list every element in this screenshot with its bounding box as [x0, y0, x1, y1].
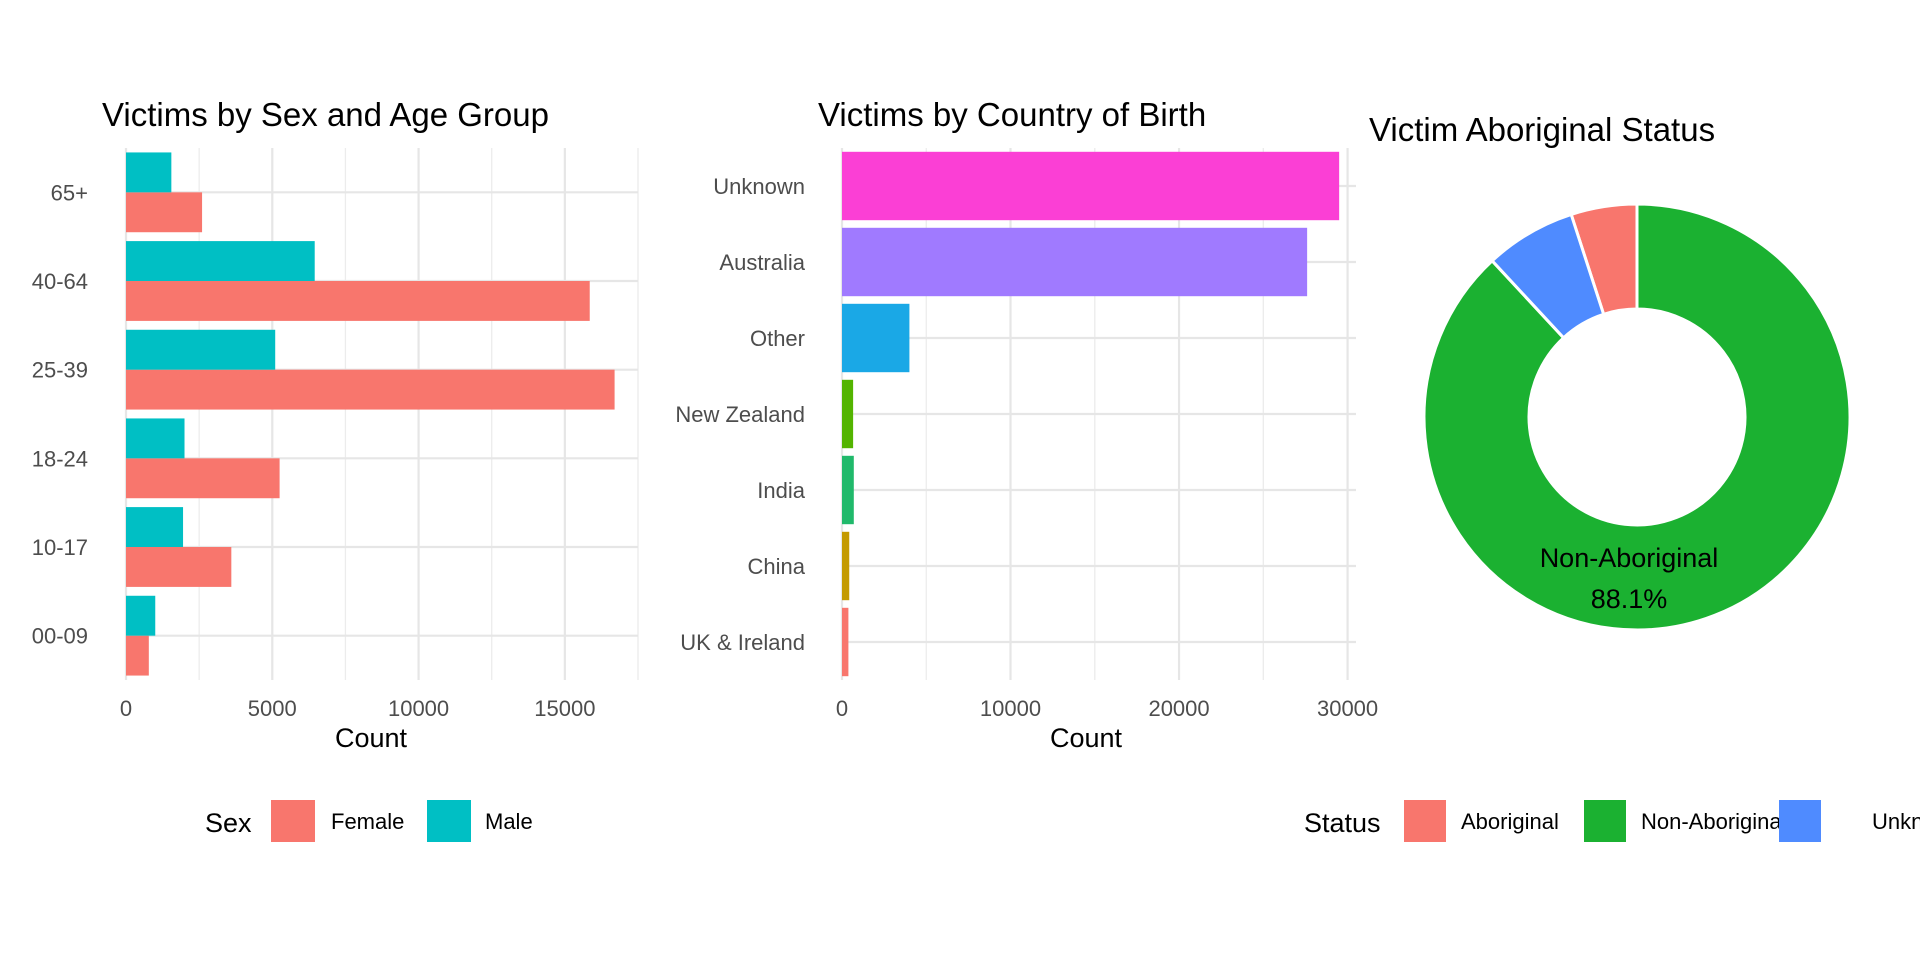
bar-female-10-17 [126, 547, 232, 587]
y-tick-label-00-09: 00-09 [32, 624, 88, 649]
bar-new-zealand [842, 379, 854, 449]
panel-title-country: Victims by Country of Birth [818, 96, 1206, 133]
x-tick-label: 15000 [534, 696, 595, 721]
bar-australia [842, 227, 1308, 297]
y-tick-label-uk-ireland: UK & Ireland [680, 630, 805, 655]
legend-label-female: Female [331, 809, 404, 834]
x-tick-label: 5000 [248, 696, 297, 721]
bar-female-18-24 [126, 458, 280, 499]
bar-male-10-17 [126, 507, 184, 547]
bar-other [842, 303, 910, 373]
donut-annotation-label: Non-Aboriginal [1540, 543, 1719, 573]
legend-swatch-aboriginal [1404, 800, 1446, 842]
x-tick-label: 0 [836, 696, 848, 721]
bar-uk-ireland [842, 607, 849, 677]
x-tick-label: 20000 [1148, 696, 1209, 721]
bars-country [842, 151, 1340, 677]
legend-sex: Sex Female Male [205, 800, 533, 842]
bar-unknown [842, 151, 1340, 221]
x-axis-title-country: Count [1050, 723, 1123, 753]
bar-female-40-64 [126, 281, 590, 321]
bar-male-65 [126, 152, 172, 193]
y-tick-label-australia: Australia [719, 250, 805, 275]
y-ticks-sex-age: 00-09 10-17 18-24 25-39 40-64 65+ [32, 180, 88, 648]
legend-swatch-unknown [1779, 800, 1821, 842]
bar-china [842, 531, 850, 601]
legend-label-aboriginal: Aboriginal [1461, 809, 1559, 834]
donut-annotation-percent: 88.1% [1591, 584, 1668, 614]
legend-swatch-non-aboriginal [1584, 800, 1626, 842]
grid-sex-age [124, 148, 639, 680]
y-tick-label-unknown: Unknown [713, 174, 805, 199]
bar-india [842, 455, 854, 525]
bars-sex-age [126, 152, 615, 676]
legend-label-male: Male [485, 809, 533, 834]
legend-status: Status Aboriginal Non-Aboriginal Unknown [1304, 800, 1920, 842]
legend-swatch-male [427, 800, 471, 842]
y-tick-label-other: Other [750, 326, 805, 351]
y-ticks-country: UK & Ireland China India New Zealand Other Au… [675, 174, 805, 655]
y-tick-label-china: China [748, 554, 806, 579]
bar-male-40-64 [126, 241, 315, 281]
x-tick-label: 0 [120, 696, 132, 721]
panel-aboriginal-status: Victim Aboriginal Status Non-Aboriginal … [1304, 111, 1920, 842]
legend-label-unknown: Unknown [1872, 809, 1920, 834]
panel-sex-age: Victims by Sex and Age Group 00-09 10-17 1… [32, 96, 639, 842]
bar-female-00-09 [126, 635, 149, 676]
donut-slice-non-aboriginal [1422, 202, 1852, 632]
y-tick-label-10-17: 10-17 [32, 535, 88, 560]
y-tick-label-new-zealand: New Zealand [675, 402, 805, 427]
bar-female-25-39 [126, 369, 615, 410]
legend-swatch-female [271, 800, 315, 842]
y-tick-label-25-39: 25-39 [32, 358, 88, 383]
y-tick-label-40-64: 40-64 [32, 269, 88, 294]
y-tick-label-india: India [757, 478, 805, 503]
x-tick-label: 10000 [980, 696, 1041, 721]
bar-female-65 [126, 192, 203, 233]
donut-aboriginal-status [1422, 202, 1852, 632]
bar-male-00-09 [126, 595, 156, 636]
legend-label-non-aboriginal: Non-Aboriginal [1641, 809, 1787, 834]
legend-title-sex: Sex [205, 808, 252, 838]
y-tick-label-65: 65+ [51, 180, 88, 205]
panel-country: Victims by Country of Birth UK & Ireland… [675, 96, 1378, 753]
x-tick-label: 30000 [1317, 696, 1378, 721]
bar-male-25-39 [126, 329, 276, 370]
donut-slice-unknown [1490, 212, 1606, 340]
x-ticks-country: 0 10000 20000 30000 [836, 696, 1378, 721]
x-tick-label: 10000 [388, 696, 449, 721]
x-ticks-sex-age: 0 5000 10000 15000 [120, 696, 596, 721]
legend-title-status: Status [1304, 808, 1381, 838]
x-axis-title-sex-age: Count [335, 723, 408, 753]
panel-title-sex-age: Victims by Sex and Age Group [102, 96, 549, 133]
bar-male-18-24 [126, 418, 185, 459]
panel-title-aboriginal-status: Victim Aboriginal Status [1369, 111, 1715, 148]
y-tick-label-18-24: 18-24 [32, 446, 88, 471]
